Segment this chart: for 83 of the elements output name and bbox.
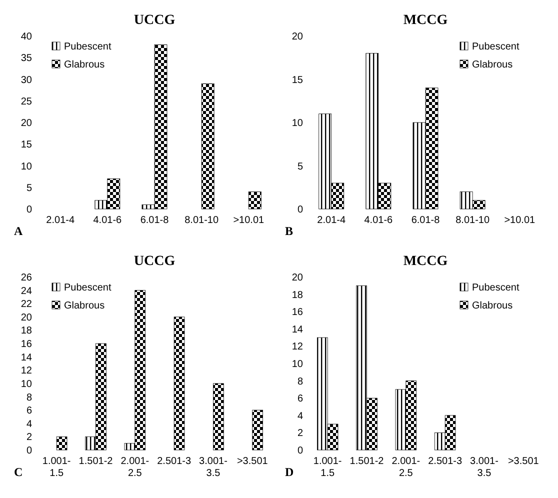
y-tick-label: 16 [20,339,32,350]
y-tick-label: 6 [26,406,32,417]
y-tick-label: 18 [292,290,304,301]
y-tick-label: 18 [20,326,32,337]
x-tick-label: 8.01-10 [456,215,490,226]
chart-title: UCCG [134,13,176,28]
y-tick-label: 2 [26,432,32,444]
y-tick-label: 8 [26,392,32,404]
y-tick-label: 6 [297,394,304,405]
y-tick-label: 24 [20,286,32,297]
text: D [285,465,294,479]
legend-label: Pubescent [472,282,520,294]
y-tick-label: 2 [297,428,304,440]
x-tick-label: 1.001-1.5 [42,456,71,479]
y-tick-label: 4 [297,410,304,422]
x-tick-label: >3.501 [236,456,268,467]
x-tick-label: 2.001-2.5 [392,456,420,479]
legend-label: Glabrous [472,300,513,312]
y-tick-label: 15 [292,74,304,86]
y-tick-label: 20 [292,272,304,284]
x-tick-label: 1.501-2 [78,456,114,467]
y-tick-label: 40 [20,32,32,42]
x-tick-label: 6.01-8 [411,215,440,226]
y-tick-label: 12 [292,342,304,353]
text: B [285,224,294,238]
bar [252,410,263,450]
x-tick-label: 4.01-6 [364,215,394,226]
y-tick-label: 12 [20,366,32,377]
y-tick-label: 5 [297,161,304,172]
y-tick-label: 20 [20,118,32,129]
y-tick-label: 14 [20,352,32,364]
x-tick-label: 3.001-3.5 [470,456,498,479]
chart-title: UCCG [134,254,176,269]
x-tick-label: >10.01 [504,215,536,226]
legend-label: Glabrous [64,300,105,312]
x-tick-label: 6.01-8 [140,215,170,226]
legend-label: Pubescent [472,42,520,52]
legend-label: Pubescent [64,42,112,52]
bar [174,316,185,450]
y-tick-label: 0 [26,446,32,456]
legend-label: Glabrous [64,60,105,70]
y-tick-label: 8 [297,376,304,388]
bar [248,192,262,210]
text: A [14,224,23,238]
bar [201,83,214,210]
y-tick-label: 16 [292,307,304,318]
y-tick-label: 5 [26,182,32,194]
x-tick-label: >3.501 [508,456,540,467]
x-tick-label: 2.501-3 [157,456,192,467]
y-tick-label: 35 [20,53,32,64]
x-tick-label: 1.501-2 [350,456,384,467]
y-tick-label: 0 [297,204,304,216]
y-tick-label: 14 [292,324,304,336]
y-tick-label: 10 [292,359,304,370]
y-tick-label: 26 [20,272,32,284]
x-tick-label: 2.001-2.5 [120,456,150,479]
x-tick-label: 4.01-6 [93,215,122,226]
text: C [14,465,23,479]
legend-label: Pubescent [64,282,112,294]
x-tick-label: 8.01-10 [184,215,219,226]
x-tick-label: 2.01-4 [46,215,75,226]
bar [56,436,68,450]
x-tick-label: 2.501-3 [428,456,462,467]
y-tick-label: 30 [20,74,32,86]
x-tick-label: 2.01-4 [317,215,346,226]
y-tick-label: 25 [20,96,32,108]
y-tick-label: 0 [297,446,304,456]
y-tick-label: 22 [20,299,32,310]
y-tick-label: 10 [20,378,32,390]
x-tick-label: 3.001-3.5 [199,456,228,479]
y-tick-label: 0 [26,204,32,216]
y-tick-label: 4 [26,418,32,430]
chart-title: MCCG [403,13,448,28]
legend-label: Glabrous [472,60,513,70]
bar [213,383,224,450]
x-tick-label: 1.001-1.5 [313,456,342,479]
y-tick-label: 20 [292,32,304,42]
x-tick-label: >10.01 [233,215,265,226]
y-tick-label: 15 [20,140,32,151]
y-tick-label: 20 [20,312,32,324]
y-tick-label: 10 [20,161,32,172]
y-tick-label: 10 [292,118,304,129]
chart-title: MCCG [403,254,448,269]
